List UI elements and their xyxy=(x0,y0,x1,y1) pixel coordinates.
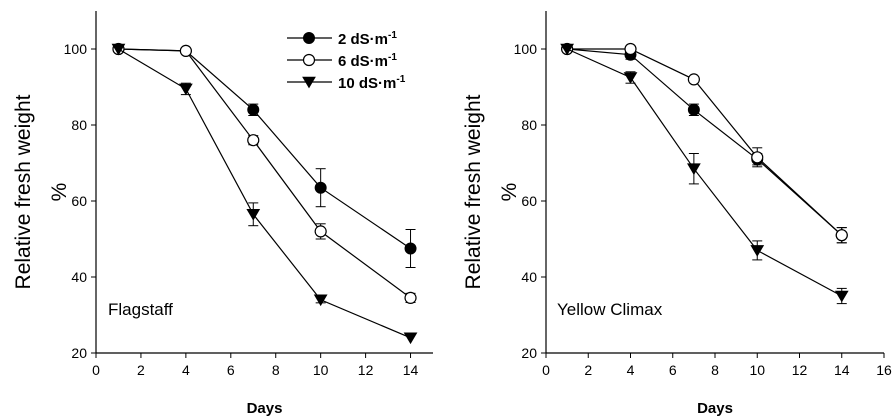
data-point xyxy=(403,332,418,345)
x-tick-label: 6 xyxy=(227,362,235,378)
legend-label: 10 dS·m-1 xyxy=(338,74,406,92)
y-tick-label: 100 xyxy=(64,41,88,57)
data-point xyxy=(247,134,260,147)
legend-marker xyxy=(302,76,316,89)
y-tick-label: 80 xyxy=(71,117,87,133)
y-axis-label-unit: % xyxy=(498,183,521,202)
y-tick-label: 20 xyxy=(521,345,537,361)
series-line xyxy=(567,48,843,236)
y-axis-label: Relative fresh weight xyxy=(462,94,485,289)
series-line xyxy=(567,48,843,236)
x-tick-label: 10 xyxy=(749,362,765,378)
chart-panel-1: 0 2 4 6 8 10 12 14 20 40 60 80 100 Days Relative fresh… xyxy=(12,11,433,417)
series-line xyxy=(566,48,843,297)
series-3 xyxy=(560,43,849,305)
y-tick-label: 40 xyxy=(71,269,87,285)
data-point xyxy=(247,103,260,116)
data-point xyxy=(560,43,574,56)
data-point xyxy=(623,72,638,84)
panel-label: Flagstaff xyxy=(108,300,173,319)
data-point xyxy=(751,151,764,164)
x-tick-label: 8 xyxy=(711,362,719,378)
data-point xyxy=(750,245,765,257)
data-point xyxy=(313,294,328,307)
series-1 xyxy=(561,43,848,244)
x-tick-label: 12 xyxy=(792,362,808,378)
x-tick-label: 2 xyxy=(137,362,145,378)
y-tick-label: 80 xyxy=(521,117,537,133)
x-tick-label: 4 xyxy=(627,362,635,378)
x-tick-label: 2 xyxy=(584,362,592,378)
data-point xyxy=(314,181,327,194)
x-tick-label: 4 xyxy=(182,362,190,378)
y-tick-label: 60 xyxy=(71,193,87,209)
data-point xyxy=(111,43,126,56)
x-axis-label: Days xyxy=(697,400,733,417)
x-tick-label: 12 xyxy=(358,362,374,378)
series-line xyxy=(118,48,411,339)
data-point xyxy=(246,209,261,221)
data-point xyxy=(314,225,327,238)
panel-label: Yellow Climax xyxy=(557,300,663,319)
data-point xyxy=(179,44,192,58)
x-tick-label: 6 xyxy=(669,362,677,378)
x-tick-label: 14 xyxy=(403,362,419,378)
y-tick-label: 40 xyxy=(521,269,537,285)
data-point xyxy=(687,103,700,116)
data-point xyxy=(687,73,700,86)
x-axis-label: Days xyxy=(247,400,283,417)
y-tick-label: 100 xyxy=(514,41,538,57)
x-tick-label: 16 xyxy=(876,362,892,378)
x-tick-label: 10 xyxy=(313,362,329,378)
y-axis-label: Relative fresh weight xyxy=(12,94,35,289)
legend: 2 dS·m-1 6 dS·m-1 10 dS·m-1 xyxy=(287,30,406,92)
legend-label: 6 dS·m-1 xyxy=(338,52,397,70)
legend-marker xyxy=(303,32,315,44)
legend-label: 2 dS·m-1 xyxy=(338,30,397,48)
data-point xyxy=(687,163,701,176)
data-point xyxy=(178,83,193,96)
x-tick-label: 14 xyxy=(834,362,850,378)
y-tick-label: 20 xyxy=(71,345,87,361)
y-axis-label-unit: % xyxy=(48,183,71,202)
series-2 xyxy=(561,42,848,244)
x-tick-label: 0 xyxy=(542,362,550,378)
data-point xyxy=(404,291,417,304)
x-tick-label: 8 xyxy=(272,362,280,378)
x-tick-label: 0 xyxy=(92,362,100,378)
data-point xyxy=(834,290,849,303)
series-3 xyxy=(111,43,418,345)
data-point xyxy=(404,242,417,255)
chart-panel-2: 0 2 4 6 8 10 12 14 16 20 40 60 80 100 Days Relative fre… xyxy=(462,11,892,417)
data-point xyxy=(835,229,848,242)
legend-marker xyxy=(302,53,316,67)
y-tick-label: 60 xyxy=(521,193,537,209)
data-point xyxy=(624,42,637,56)
